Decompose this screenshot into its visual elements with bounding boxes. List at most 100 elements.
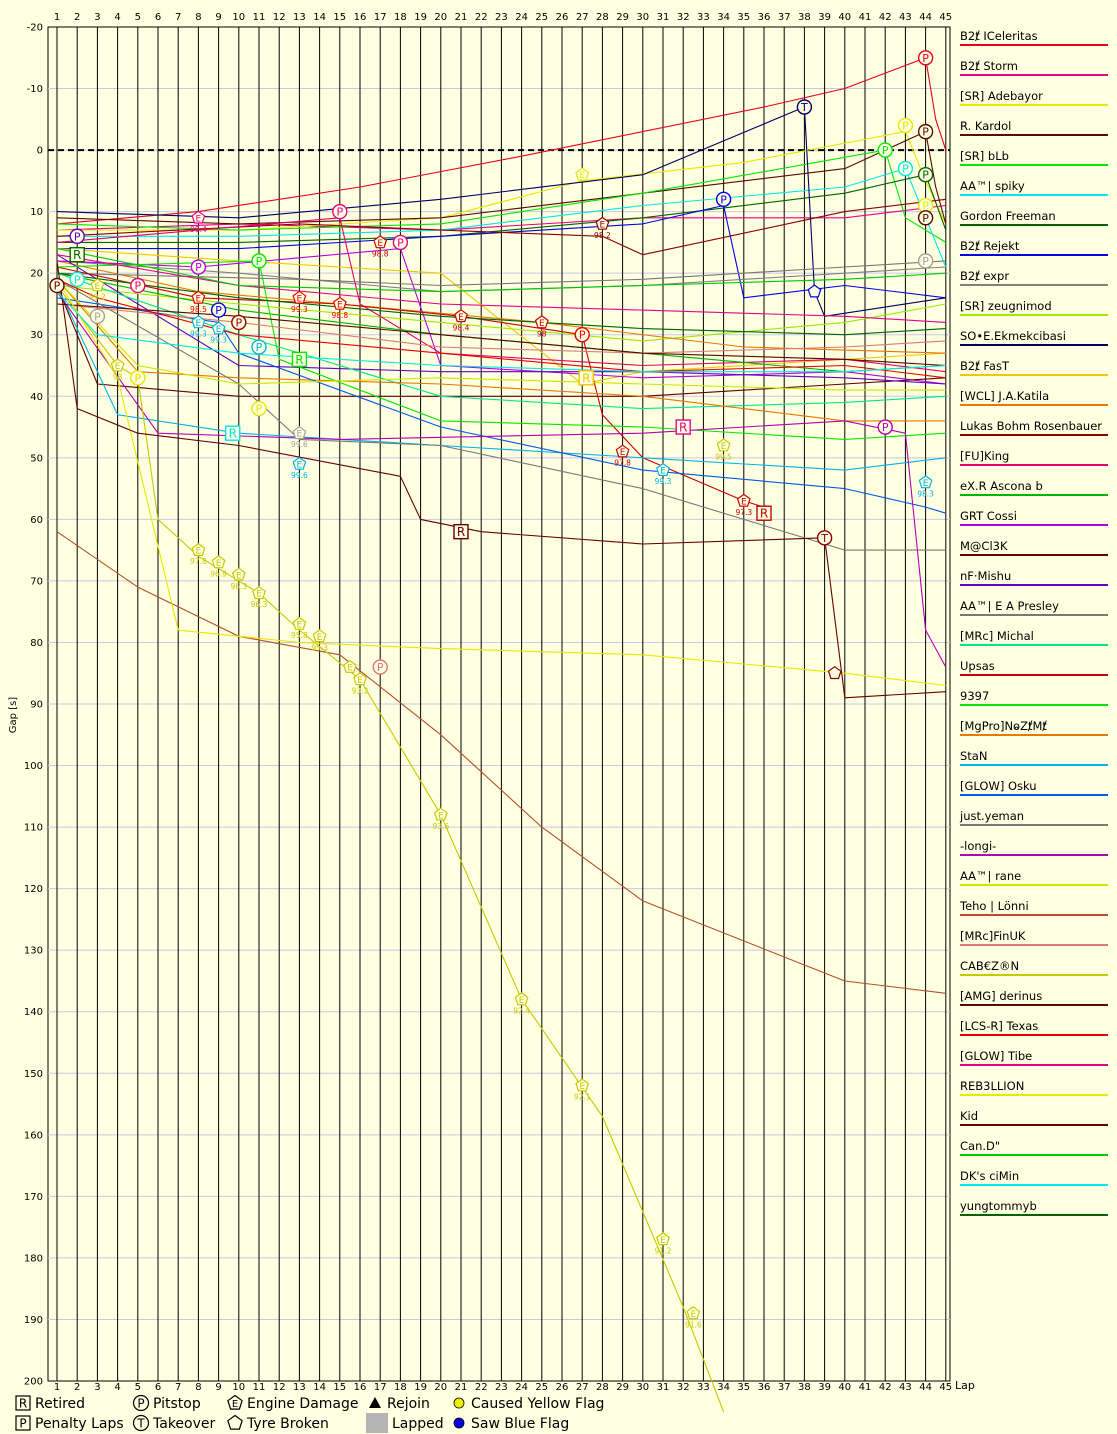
key-label: Takeover — [152, 1416, 215, 1432]
key-item: R Retired — [15, 1395, 85, 1412]
legend-label: Kid — [960, 1109, 978, 1123]
series-line — [56, 260, 946, 699]
x-tick-label-top: 35 — [737, 12, 750, 23]
marker-circle — [210, 302, 227, 318]
key-item: Lapped — [366, 1413, 444, 1433]
y-tick-label: 20 — [30, 269, 43, 280]
marker-circle — [190, 259, 207, 275]
event-marker-P: P — [574, 327, 590, 343]
marker-value: 93.2 — [352, 686, 369, 695]
event-marker-T: T — [796, 99, 813, 115]
marker-symbol: P — [922, 255, 929, 268]
marker-circle — [392, 234, 409, 251]
key-pentagon-icon — [227, 1394, 243, 1410]
x-tick-label-bottom: 29 — [616, 1382, 629, 1393]
marker-symbol: P — [902, 163, 909, 176]
marker-value: 91.2 — [655, 1246, 672, 1255]
marker-pentagon — [211, 555, 226, 569]
x-tick-label-top: 13 — [293, 12, 306, 23]
x-tick-label-bottom: 7 — [175, 1382, 181, 1393]
event-marker-R: R — [69, 247, 85, 263]
marker-pentagon — [575, 167, 590, 181]
key-symbol: P — [19, 1417, 26, 1431]
marker-pentagon — [615, 444, 630, 458]
marker-pentagon — [918, 475, 933, 489]
marker-value: 98.3 — [917, 489, 934, 498]
marker-pentagon — [433, 807, 448, 821]
marker-symbol: E — [923, 479, 929, 489]
x-tick-label-bottom: 36 — [758, 1382, 771, 1393]
marker-symbol: E — [690, 1310, 696, 1320]
series-line — [56, 278, 946, 391]
x-tick-label-top: 40 — [838, 12, 851, 23]
event-marker-E: E96.3 — [251, 585, 268, 609]
x-tick-label-top: 3 — [94, 12, 100, 23]
key-item: E Engine Damage — [227, 1394, 359, 1412]
marker-value: 91.6 — [685, 1320, 702, 1329]
x-tick-label-top: 4 — [114, 12, 120, 23]
marker-pentagon — [191, 290, 206, 304]
x-tick-label-top: 36 — [758, 12, 771, 23]
event-marker-P: P — [251, 339, 267, 355]
marker-symbol: P — [882, 421, 889, 434]
y-tick-label: 180 — [24, 1253, 43, 1264]
marker-symbol: P — [256, 255, 263, 268]
x-tick-label-top: 18 — [394, 12, 407, 23]
marker-value: 99.5 — [715, 453, 732, 462]
marker-square — [69, 247, 85, 263]
event-marker-E: E93.6 — [432, 807, 449, 831]
legend-label: [SR] bLb — [960, 149, 1009, 163]
legend-label: [MgPro]NⱺZⱦMⱦ — [960, 719, 1047, 733]
legend-label: [AMG] derinus — [960, 989, 1042, 1003]
marker-symbol: E — [347, 664, 353, 674]
x-tick-label-bottom: 4 — [114, 1382, 120, 1393]
x-tick-label-top: 39 — [818, 12, 831, 23]
marker-pentagon — [191, 315, 206, 329]
key-blue-flag-icon — [453, 1417, 465, 1429]
key-circle-icon — [132, 1414, 150, 1432]
x-tick-label-bottom: 12 — [273, 1382, 286, 1393]
marker-symbol: E — [196, 319, 202, 329]
marker-circle — [69, 271, 85, 288]
x-tick-label-bottom: 16 — [354, 1382, 367, 1393]
event-marker-E: E98 — [110, 358, 125, 382]
marker-symbol: R — [582, 371, 590, 385]
event-marker-E: E98.2 — [594, 216, 611, 240]
key-label: Caused Yellow Flag — [471, 1396, 604, 1412]
event-marker-E: E98.4 — [453, 309, 470, 332]
x-tick-label-bottom: 10 — [232, 1382, 245, 1393]
event-marker-E: E99.6 — [291, 456, 308, 480]
x-tick-label-bottom: 30 — [636, 1382, 649, 1393]
marker-value: 98.8 — [372, 249, 389, 258]
event-marker-P: P — [917, 253, 934, 269]
legend-label: [WCL] J.A.Katila — [960, 389, 1049, 403]
y-tick-label: 150 — [24, 1069, 43, 1080]
marker-square — [675, 419, 691, 435]
y-tick-label: 140 — [24, 1007, 43, 1018]
marker-symbol: E — [600, 220, 606, 230]
marker-symbol: R — [457, 525, 465, 539]
x-tick-label-top: 25 — [535, 12, 548, 23]
marker-symbol: P — [215, 304, 222, 317]
event-marker-R: R — [291, 351, 308, 368]
grid-layer: -20-100102030405060708090100110120130140… — [24, 12, 952, 1393]
x-tick-label-bottom: 9 — [215, 1382, 221, 1393]
marker-pentagon — [353, 672, 367, 686]
series-line — [56, 279, 946, 687]
y-tick-label: 0 — [37, 146, 43, 157]
series-line — [56, 106, 946, 317]
x-tick-label-top: 2 — [74, 12, 80, 23]
y-tick-label: 190 — [24, 1315, 43, 1326]
marker-value: 99.3 — [291, 305, 308, 314]
y-tick-label: 90 — [30, 700, 43, 711]
marker-symbol: P — [902, 119, 909, 132]
x-tick-label-top: 28 — [596, 12, 609, 23]
marker-pentagon — [514, 992, 529, 1006]
x-tick-label-top: 26 — [556, 12, 569, 23]
legend-label: [SR] Adebayor — [960, 89, 1043, 103]
marker-pentagon — [292, 616, 307, 630]
legend-label: B2ⱦ expr — [960, 269, 1009, 283]
x-tick-label-top: 15 — [333, 12, 346, 23]
event-marker-P: P — [897, 160, 914, 177]
key-item: Caused Yellow Flag — [453, 1396, 604, 1412]
